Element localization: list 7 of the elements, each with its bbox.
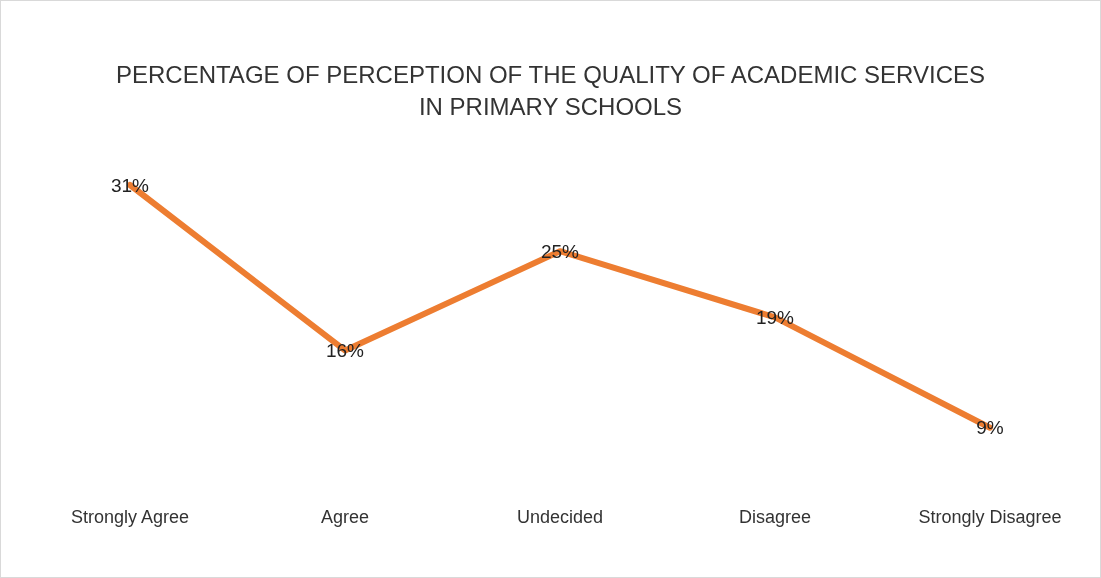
x-tick-label: Undecided (516, 507, 604, 527)
chart-title: PERCENTAGE OF PERCEPTION OF THE QUALITY OF ACADEMIC SERVICES IN PRIMARY SCHOOLS (115, 61, 986, 120)
x-tick-label: Strongly Disagree (918, 507, 1062, 527)
data-label: 25% (540, 240, 580, 262)
x-tick-label: Agree (320, 507, 370, 527)
x-tick-label: Strongly Agree (70, 507, 190, 527)
x-tick-label: Disagree (738, 507, 812, 527)
